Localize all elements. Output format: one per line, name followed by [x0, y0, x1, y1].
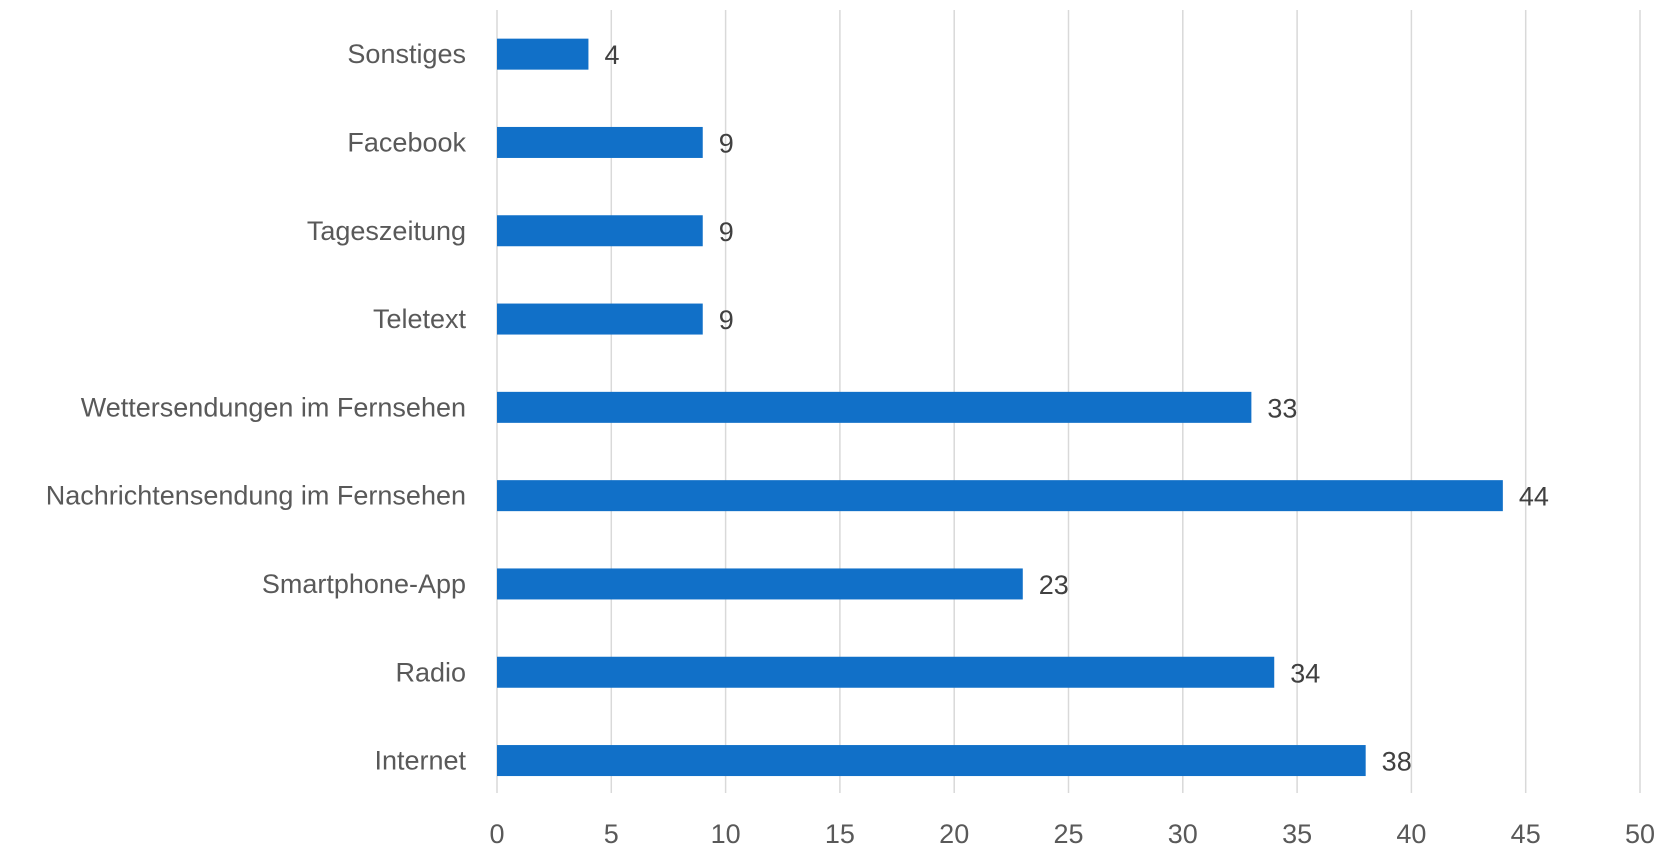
x-tick-label: 15: [825, 819, 855, 849]
data-labels: 4 9 9 9 33 44 23 34 38: [604, 40, 1548, 776]
x-tick-label: 25: [1053, 819, 1083, 849]
x-axis-tick-labels: 0 5 10 15 20 25 30 35 40 45 50: [489, 819, 1655, 849]
bar: [497, 568, 1023, 600]
category-labels: Sonstiges Facebook Tageszeitung Teletext Wet…: [46, 39, 467, 775]
category-label: Smartphone-App: [262, 569, 466, 599]
bar: [497, 215, 703, 247]
bar: [497, 745, 1366, 777]
data-label: 23: [1039, 570, 1069, 600]
category-label: Facebook: [347, 127, 466, 157]
bar: [497, 656, 1275, 688]
bars: [497, 38, 1503, 777]
category-label: Sonstiges: [347, 39, 466, 69]
x-tick-label: 5: [604, 819, 619, 849]
bar: [497, 303, 703, 335]
x-tick-label: 40: [1396, 819, 1426, 849]
data-label: 9: [719, 305, 734, 335]
data-label: 34: [1290, 658, 1320, 688]
x-tick-label: 20: [939, 819, 969, 849]
category-label: Nachrichtensendung im Fernsehen: [46, 481, 466, 511]
x-tick-label: 10: [711, 819, 741, 849]
category-label: Teletext: [373, 304, 467, 334]
x-tick-label: 35: [1282, 819, 1312, 849]
x-tick-label: 45: [1511, 819, 1541, 849]
data-label: 38: [1382, 747, 1412, 777]
category-label: Radio: [395, 657, 466, 687]
bar: [497, 126, 703, 158]
category-label: Wettersendungen im Fernsehen: [81, 392, 466, 422]
category-label: Tageszeitung: [307, 216, 466, 246]
data-label: 33: [1267, 393, 1297, 423]
x-tick-label: 0: [489, 819, 504, 849]
category-label: Internet: [374, 746, 466, 776]
x-tick-label: 50: [1625, 819, 1655, 849]
data-label: 4: [604, 40, 619, 70]
x-tick-label: 30: [1168, 819, 1198, 849]
data-label: 9: [719, 217, 734, 247]
data-label: 44: [1519, 482, 1549, 512]
bar: [497, 480, 1503, 512]
data-label: 9: [719, 128, 734, 158]
bar: [497, 391, 1252, 423]
bar: [497, 38, 589, 70]
